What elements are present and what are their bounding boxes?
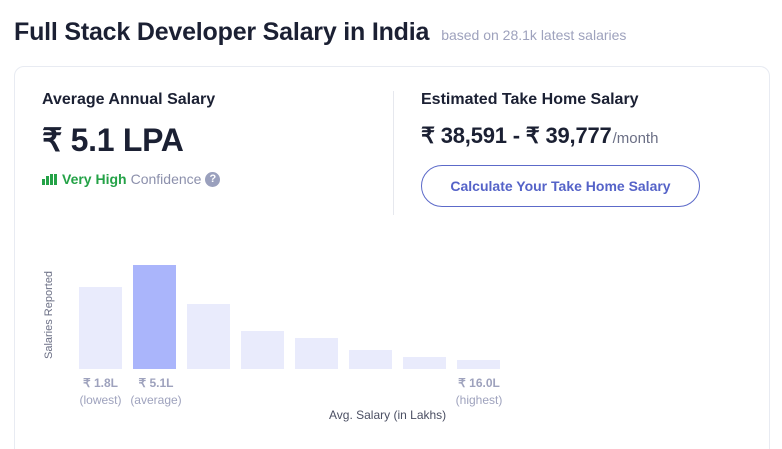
salary-count-subtitle: based on 28.1k latest salaries <box>441 27 627 43</box>
chart-bar[interactable] <box>349 350 392 369</box>
chart-bar[interactable] <box>241 331 284 369</box>
chart-y-axis-label: Salaries Reported <box>43 270 55 359</box>
section-divider <box>393 91 394 215</box>
chart-bar[interactable] <box>457 360 500 369</box>
salary-distribution-chart: Salaries Reported ₹ 1.8L (lowest) ₹ 5.1L… <box>15 247 535 427</box>
tick-lowest-note: (lowest) <box>79 393 122 407</box>
confidence-indicator: Very High Confidence ? <box>42 171 221 187</box>
chart-bar-average[interactable] <box>133 265 176 369</box>
tick-highest: ₹ 16.0L (highest) <box>451 375 507 409</box>
calculate-take-home-button[interactable]: Calculate Your Take Home Salary <box>421 165 700 207</box>
page-header: Full Stack Developer Salary in India bas… <box>14 18 626 47</box>
take-home-title: Estimated Take Home Salary <box>421 91 639 108</box>
average-salary-section: Average Annual Salary ₹ 5.1 LPA Very Hig… <box>42 91 221 187</box>
chart-bar[interactable] <box>187 304 230 369</box>
tick-highest-value: ₹ 16.0L <box>458 376 500 390</box>
chart-bar[interactable] <box>79 287 122 369</box>
salary-card: Average Annual Salary ₹ 5.1 LPA Very Hig… <box>14 66 770 449</box>
tick-average-note: (average) <box>130 393 182 407</box>
chart-bar[interactable] <box>403 357 446 369</box>
take-home-unit: /month <box>612 130 659 147</box>
help-icon[interactable]: ? <box>205 171 221 187</box>
chart-bar[interactable] <box>295 338 338 369</box>
chart-x-axis-label: Avg. Salary (in Lakhs) <box>329 408 447 422</box>
tick-average: ₹ 5.1L (average) <box>129 375 183 409</box>
tick-average-value: ₹ 5.1L <box>138 376 174 390</box>
confidence-level: Very High <box>62 171 127 187</box>
take-home-range: ₹ 38,591 - ₹ 39,777 /month <box>421 123 700 149</box>
tick-lowest-value: ₹ 1.8L <box>83 376 118 390</box>
average-salary-title: Average Annual Salary <box>42 91 216 108</box>
tick-highest-note: (highest) <box>455 393 503 407</box>
tick-lowest: ₹ 1.8L (lowest) <box>79 375 122 409</box>
take-home-value: ₹ 38,591 - ₹ 39,777 <box>421 123 612 148</box>
average-salary-value: ₹ 5.1 LPA <box>42 122 184 158</box>
confidence-label: Confidence <box>130 171 202 187</box>
page-title: Full Stack Developer Salary in India <box>14 18 430 46</box>
signal-bars-icon <box>42 173 57 185</box>
take-home-section: Estimated Take Home Salary ₹ 38,591 - ₹ … <box>421 91 700 207</box>
